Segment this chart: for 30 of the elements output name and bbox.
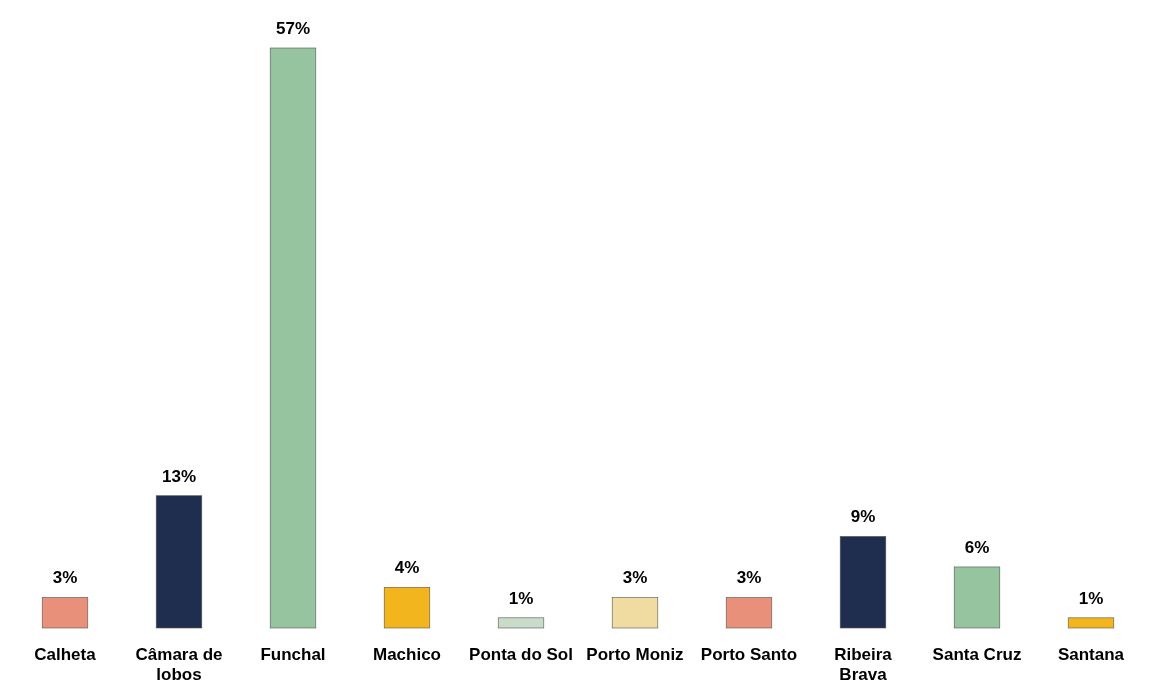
x-tick-label: Ponta do Sol: [469, 645, 573, 664]
data-label: 57%: [275, 19, 311, 38]
bar: [1067, 617, 1115, 629]
data-label: 3%: [622, 568, 648, 588]
x-tick-label: Câmara de lobos: [135, 645, 223, 684]
bar: [725, 597, 773, 629]
x-tick-label: Porto Santo: [700, 645, 798, 664]
data-label: 3%: [52, 568, 78, 588]
data-label: 3%: [736, 568, 762, 588]
x-tick-label: Porto Moniz: [586, 645, 684, 664]
bar: [155, 495, 203, 629]
bar: [269, 47, 317, 629]
x-tick-label: Santana: [1057, 645, 1125, 664]
x-tick-label: Ribeira Brava: [834, 645, 893, 684]
data-label: 13%: [161, 466, 197, 486]
bar: [41, 597, 89, 629]
data-label: 9%: [850, 507, 876, 527]
data-label: 1%: [1078, 588, 1104, 608]
data-label: 1%: [508, 588, 534, 608]
x-tick-label: Machico: [372, 645, 442, 664]
x-tick-label: Calheta: [34, 645, 97, 664]
x-tick-label: Santa Cruz: [932, 645, 1022, 664]
bar: [953, 566, 1001, 629]
data-label: 4%: [394, 558, 420, 578]
bar: [611, 597, 659, 629]
bar: [383, 587, 431, 629]
data-label: 6%: [964, 537, 990, 557]
x-tick-label: Funchal: [260, 645, 326, 664]
bar: [839, 536, 887, 629]
bar: [497, 617, 545, 629]
